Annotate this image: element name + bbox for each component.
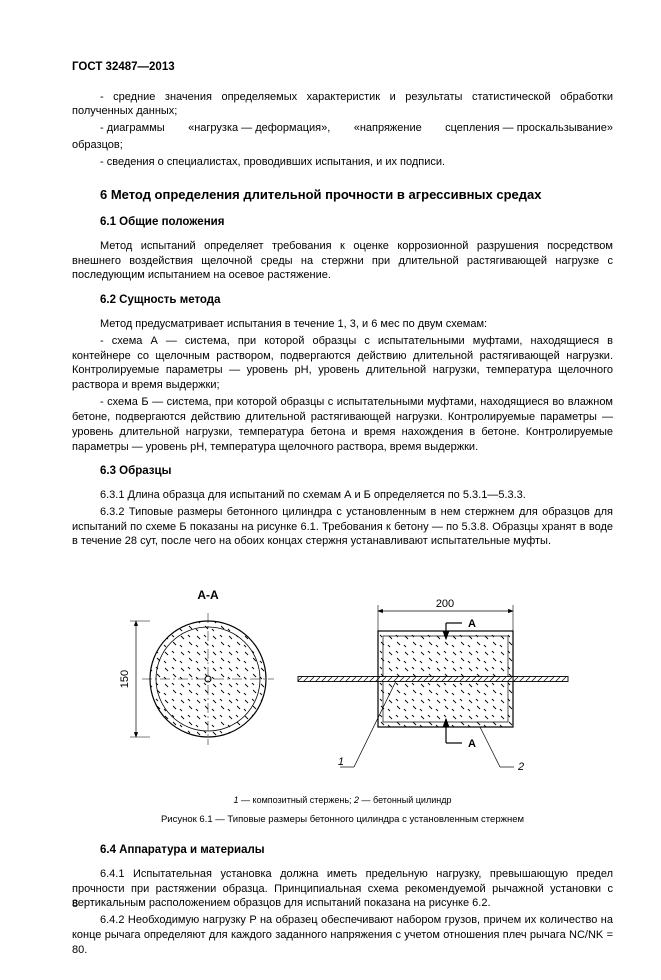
fig-dim-200: 200 bbox=[435, 598, 453, 610]
section-6-1-title: 6.1 Общие положения bbox=[72, 215, 613, 231]
section-6-title: 6 Метод определения длительной прочности… bbox=[72, 186, 613, 204]
page-number: 8 bbox=[72, 897, 78, 912]
section-6-3-title: 6.3 Образцы bbox=[72, 464, 613, 480]
intro-p3: - сведения о специалистах, проводивших и… bbox=[72, 155, 613, 170]
intro-p2b: «нагрузка — деформация», bbox=[188, 121, 330, 136]
s61-p1: Метод испытаний определяет требования к … bbox=[72, 239, 613, 284]
s62-p2: - схема А — система, при которой образцы… bbox=[72, 334, 613, 393]
section-6-2-title: 6.2 Сущность метода bbox=[72, 293, 613, 309]
s64-p1: 6.4.1 Испытательная установка должна име… bbox=[72, 867, 613, 912]
s63-p2: 6.3.2 Типовые размеры бетонного цилиндра… bbox=[72, 505, 613, 550]
fig-leader-2: 2 bbox=[517, 761, 524, 773]
fig-dim-150: 150 bbox=[119, 670, 131, 688]
section-6-4-title: 6.4 Аппаратура и материалы bbox=[72, 843, 613, 859]
intro-p2e: образцов; bbox=[72, 138, 613, 153]
figure-6-1-caption: Рисунок 6.1 — Типовые размеры бетонного … bbox=[72, 814, 613, 827]
intro-p2a: - диаграммы bbox=[100, 121, 165, 136]
intro-p2: - диаграммы «нагрузка — деформация», «на… bbox=[72, 121, 613, 136]
intro-p2d: сцепления — проскальзывание» bbox=[445, 121, 613, 136]
fig-leader-1: 1 bbox=[337, 756, 343, 768]
figure-6-1: А-А 150 200 A A bbox=[98, 569, 588, 784]
s62-p3: - схема Б — система, при которой образцы… bbox=[72, 395, 613, 454]
figure-6-1-legend: 1 — композитный стержень; 2 — бетонный ц… bbox=[72, 794, 613, 806]
s63-p1: 6.3.1 Длина образца для испытаний по схе… bbox=[72, 488, 613, 503]
intro-p2c: «напряжение bbox=[354, 121, 422, 136]
fig-arrow-a-bot: A bbox=[468, 738, 476, 750]
fig-section-label: А-А bbox=[197, 588, 219, 602]
intro-p1: - средние значения определяемых характер… bbox=[72, 90, 613, 120]
s62-p1: Метод предусматривает испытания в течени… bbox=[72, 317, 613, 332]
fig-arrow-a-top: A bbox=[468, 618, 476, 630]
document-header: ГОСТ 32487—2013 bbox=[72, 60, 613, 76]
